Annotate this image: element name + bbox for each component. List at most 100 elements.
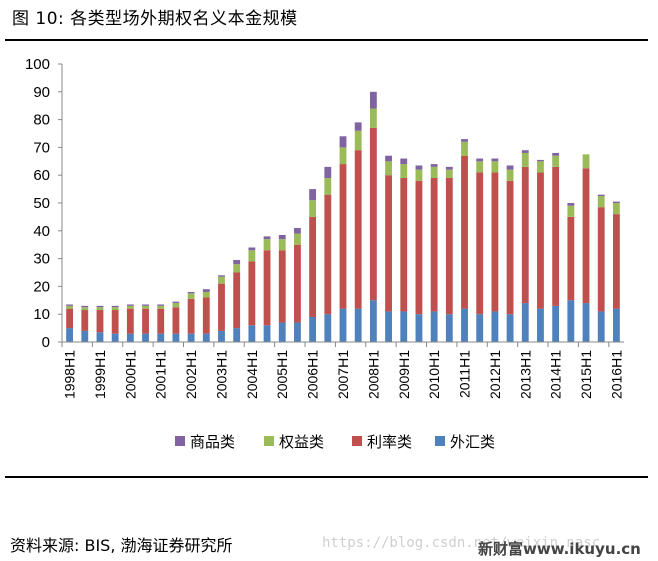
bar-segment-2002H1-利率类 (187, 298, 195, 334)
bottom-rule (5, 476, 648, 478)
bar-segment-2002H1-权益类 (187, 293, 195, 299)
bar-segment-1998H1-外汇类 (66, 328, 74, 342)
bar-segment-2004H1-外汇类 (248, 325, 256, 342)
legend-swatch-商品类 (175, 436, 185, 446)
legend-label-利率类: 利率类 (367, 434, 412, 451)
bar-segment-2013H1-权益类 (521, 152, 529, 167)
bar-segment-2003H2-外汇类 (233, 328, 241, 342)
x-tick-label: 2013H1 (517, 350, 533, 399)
bar-segment-2011H2-权益类 (476, 161, 484, 173)
bar-segment-2006H2-利率类 (324, 194, 332, 315)
bar-segment-2010H1-外汇类 (430, 311, 438, 342)
legend-swatch-外汇类 (435, 436, 445, 446)
bar-segment-2000H1-商品类 (126, 304, 134, 306)
bar-segment-2014H2-外汇类 (567, 300, 575, 342)
y-tick-label: 60 (33, 167, 50, 184)
bar-segment-2000H2-外汇类 (142, 333, 149, 342)
y-tick-label: 70 (33, 139, 50, 156)
bar-segment-2000H1-权益类 (126, 305, 134, 309)
bar-segment-2012H1-商品类 (491, 158, 499, 162)
legend-label-商品类: 商品类 (190, 434, 235, 451)
bar-segment-2014H2-商品类 (567, 203, 575, 206)
bar-segment-2016H1-外汇类 (612, 308, 620, 342)
bar-segment-2001H2-外汇类 (172, 333, 180, 342)
bar-segment-2011H1-外汇类 (461, 308, 468, 342)
bar-segment-2011H2-商品类 (476, 158, 484, 162)
bar-segment-2005H1-利率类 (278, 250, 286, 323)
x-tick-label: 2003H1 (213, 350, 229, 399)
bar-segment-2004H1-权益类 (248, 250, 256, 262)
bar-segment-2006H2-商品类 (324, 166, 332, 178)
bar-segment-2012H1-外汇类 (491, 311, 499, 342)
bar-segment-2007H1-利率类 (339, 164, 347, 309)
bar-segment-2004H2-外汇类 (263, 325, 271, 342)
x-tick-label: 2006H1 (305, 350, 321, 399)
legend-swatch-权益类 (264, 436, 274, 446)
bar-segment-2007H2-权益类 (354, 130, 362, 151)
x-tick-label: 2012H1 (487, 350, 503, 399)
x-tick-label: 2002H1 (183, 350, 199, 399)
y-axis: 0 10 20 30 40 50 60 70 80 90 100 (25, 56, 63, 351)
bar-segment-2014H1-商品类 (552, 152, 560, 156)
watermark-site: 新财富www.ikuyu.cn (478, 540, 641, 558)
y-tick-label: 80 (33, 112, 50, 129)
bar-segment-2009H1-利率类 (400, 177, 408, 312)
bar-segment-2001H2-权益类 (172, 303, 180, 308)
bar-segment-2002H2-利率类 (202, 297, 210, 334)
bar-segment-2000H1-利率类 (126, 308, 134, 334)
x-tick-label: 2014H1 (548, 350, 564, 399)
y-tick-label: 10 (33, 306, 50, 323)
bar-segment-2005H1-权益类 (278, 239, 286, 251)
watermark-url: https://blog.csdn.net/weixin_nasc (322, 535, 601, 551)
bar-segment-2007H2-外汇类 (354, 308, 362, 342)
bar-segment-1998H1-权益类 (66, 305, 74, 309)
bar-segment-1999H1-外汇类 (96, 332, 104, 342)
bar-segment-2010H1-利率类 (430, 177, 438, 312)
bar-segment-2015H2-利率类 (597, 207, 605, 312)
bar-segment-2002H2-商品类 (202, 289, 210, 292)
bar-segment-2001H1-利率类 (157, 308, 165, 334)
bar-segment-2015H2-权益类 (597, 196, 605, 208)
bar-segment-2011H2-外汇类 (476, 314, 484, 342)
bar-segment-2015H1-利率类 (582, 168, 590, 304)
bar-segment-2008H2-权益类 (385, 161, 392, 176)
bar-segment-1998H2-权益类 (81, 307, 89, 311)
bar-segment-1999H1-利率类 (96, 310, 104, 333)
bar-segment-2007H1-外汇类 (339, 308, 347, 342)
bar-segment-1999H2-商品类 (111, 305, 119, 308)
bar-segment-2001H2-利率类 (172, 307, 180, 334)
bar-segment-2001H1-外汇类 (157, 333, 165, 342)
bar-segment-2000H1-外汇类 (126, 333, 134, 342)
bar-segment-2015H2-商品类 (597, 194, 605, 197)
bar-segment-2009H1-权益类 (400, 164, 408, 178)
bar-segment-2013H2-利率类 (537, 172, 544, 309)
bar-segment-2009H2-利率类 (415, 180, 423, 315)
bar-segment-2014H1-外汇类 (552, 305, 560, 342)
bar-segment-2002H2-外汇类 (202, 333, 210, 342)
bar-segment-2005H1-商品类 (278, 234, 286, 240)
bar-segment-1998H2-外汇类 (81, 330, 89, 342)
y-tick-label: 30 (33, 251, 50, 268)
bar-segment-1998H1-商品类 (66, 304, 74, 306)
bar-segment-1999H1-商品类 (96, 305, 104, 308)
bar-segment-2012H1-利率类 (491, 172, 499, 312)
bar-segment-2006H2-权益类 (324, 177, 332, 195)
bar-segment-2004H2-利率类 (263, 250, 271, 326)
top-rule (5, 39, 648, 41)
bar-segment-2015H2-外汇类 (597, 311, 605, 342)
bar-segment-1999H1-权益类 (96, 307, 104, 311)
bar-segment-1998H1-利率类 (66, 308, 74, 329)
stacked-bar-chart: 0 10 20 30 40 50 60 70 80 90 100 1998H1 1999H1 2000H… (25, 56, 624, 451)
bar-segment-2003H2-权益类 (233, 264, 241, 273)
bar-segment-2014H2-权益类 (567, 205, 575, 217)
bar-segment-2010H2-外汇类 (445, 314, 453, 342)
bar-segment-2009H2-外汇类 (415, 314, 423, 342)
bar-segment-2006H1-外汇类 (309, 316, 317, 342)
bar-segment-1999H2-利率类 (111, 310, 119, 334)
bar-segment-2006H1-利率类 (309, 216, 317, 317)
y-tick-label: 100 (25, 56, 50, 73)
x-tick-label: 2011H1 (457, 350, 473, 398)
bar-segment-2003H1-权益类 (218, 276, 225, 284)
bar-segment-2013H2-外汇类 (537, 308, 544, 342)
bar-segment-2009H1-外汇类 (400, 311, 408, 342)
